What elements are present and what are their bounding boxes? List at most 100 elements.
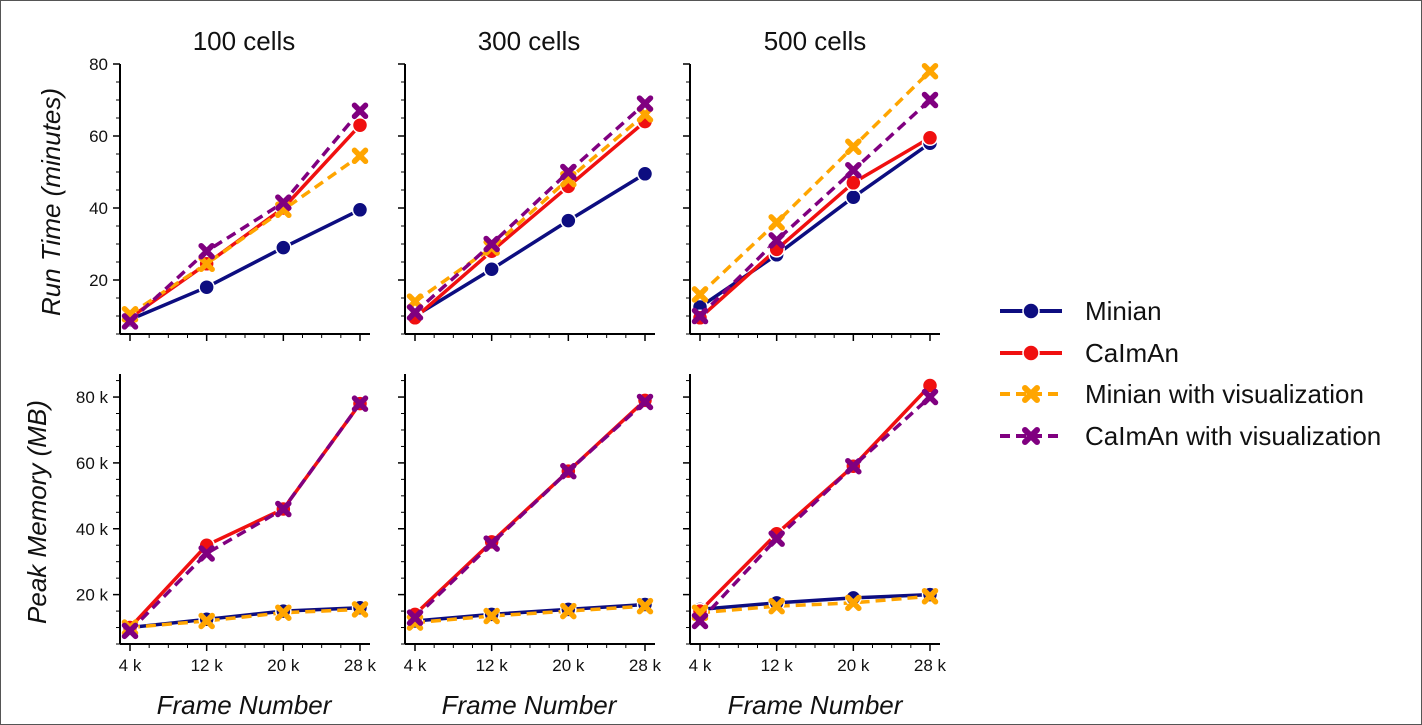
panel-6-point-caiman-with-visualization [768, 530, 785, 547]
panel-1-point-caiman-with-visualization [351, 102, 369, 120]
panel-1-point-minian [275, 239, 292, 256]
panel-2-point-caiman-with-visualization [560, 163, 577, 181]
panel-2-point-minian [560, 212, 577, 229]
panel-3-line-minian-with-visualization [698, 69, 932, 296]
column-title-3: 500 cells [764, 26, 867, 56]
panel-1-line-caiman [128, 124, 362, 320]
legend-label-minian: Minian [1085, 296, 1162, 326]
column-title-2: 300 cells [478, 26, 581, 56]
panel-4-point-caiman-with-visualization [121, 622, 139, 640]
legend-marker-caiman [1022, 344, 1040, 362]
panel-6-point-caiman-with-visualization [845, 457, 862, 475]
panel-4: 20 k 40 k 60 k 80 k 4 k 12 k 20 k 28 k [76, 374, 377, 675]
panel-4-ytick-label: 40 k [76, 520, 109, 539]
panel-5-line-minian-with-visualization [414, 604, 646, 625]
panel-6-line-caiman [698, 384, 932, 613]
panel-6-xtick-label: 28 k [914, 656, 947, 675]
panel-4-xtick-label: 20 k [267, 656, 300, 675]
panel-6-line-caiman-with-visualization [698, 395, 932, 623]
panel-2-point-minian [483, 260, 500, 278]
panel-6-point-caiman-with-visualization [691, 612, 709, 630]
legend-item-minian: Minian [1000, 296, 1162, 326]
panel-1-ytick-label: 60 [89, 127, 108, 146]
panel-3-point-caiman-with-visualization [768, 232, 785, 249]
legend-item-caiman-visualization: CaImAn with visualization [1000, 421, 1381, 451]
panel-5-point-caiman-with-visualization [560, 462, 577, 480]
panel-6-point-minian-with-visualization [845, 594, 862, 612]
panel-3-point-caiman [845, 174, 862, 192]
panel-3-point-minian-with-visualization [691, 286, 709, 303]
panel-2-point-caiman-with-visualization [483, 235, 500, 253]
legend-item-caiman: CaImAn [1000, 338, 1179, 368]
panel-6-point-caiman-with-visualization [921, 388, 939, 406]
ylabel-peak-memory: Peak Memory (MB) [22, 400, 52, 624]
panel-1-point-caiman [351, 116, 369, 134]
panel-1-point-minian-with-visualization [198, 255, 215, 273]
panel-1-line-minian-with-visualization [129, 154, 362, 316]
panel-5-xtick-label: 12 k [476, 656, 509, 675]
panel-5-point-caiman-with-visualization [483, 535, 500, 552]
panel-1-point-caiman-with-visualization [121, 313, 139, 330]
panel-6-point-minian-with-visualization [921, 588, 939, 605]
panel-2-line-minian [414, 172, 646, 318]
panel-6-xtick-label: 4 k [689, 656, 712, 675]
legend-marker-minian [1022, 302, 1040, 320]
legend-label-caiman: CaImAn [1085, 338, 1179, 368]
panel-5-point-minian-with-visualization [483, 607, 500, 625]
panel-5-point-minian-with-visualization [636, 597, 654, 615]
panel-2-line-caiman [413, 120, 647, 320]
panel-5-line-caiman-with-visualization [413, 400, 647, 619]
legend-marker-minian-visualization [1022, 385, 1040, 403]
panel-6-point-caiman [921, 377, 939, 394]
panel-3-point-minian-with-visualization [768, 214, 785, 231]
panel-3-point-caiman [921, 129, 939, 147]
panel-4-point-caiman-with-visualization [198, 545, 215, 562]
panel-5-point-minian-with-visualization [560, 602, 577, 620]
panel-4-ytick-label: 60 k [76, 454, 109, 473]
panel-3-point-minian [845, 188, 862, 206]
panel-2-point-caiman-with-visualization [406, 304, 424, 321]
panel-6-line-minian-with-visualization [699, 594, 931, 615]
panel-4-line-caiman-with-visualization [128, 402, 362, 633]
xlabel-frame-number-3: Frame Number [728, 690, 904, 720]
panel-3-point-minian-with-visualization [845, 138, 862, 156]
panel-5-point-caiman-with-visualization [636, 393, 654, 411]
panel-3-point-caiman-with-visualization [845, 161, 862, 179]
panel-3 [683, 62, 940, 341]
panel-6-xtick-label: 12 k [761, 656, 794, 675]
panel-5-xtick-label: 20 k [552, 656, 585, 675]
legend-label-minian-visualization: Minian with visualization [1085, 379, 1364, 409]
panel-4-point-caiman-with-visualization [351, 395, 369, 412]
panel-4-xtick-label: 12 k [191, 656, 224, 675]
panel-3-line-minian [699, 141, 932, 309]
panel-1-ytick-label: 20 [89, 271, 108, 290]
panel-1-point-minian-with-visualization [351, 147, 369, 165]
panel-1-line-minian [129, 208, 361, 322]
panel-4-ytick-label: 80 k [76, 388, 109, 407]
column-title-1: 100 cells [193, 26, 296, 56]
panel-4-xtick-label: 4 k [119, 656, 142, 675]
panel-4-xtick-label: 28 k [344, 656, 377, 675]
legend-marker-caiman-visualization [1022, 427, 1040, 445]
panel-1-point-caiman-with-visualization [275, 194, 292, 211]
panel-2 [398, 63, 655, 341]
panel-3-point-caiman-with-visualization [921, 91, 939, 109]
panel-2-line-minian-with-visualization [413, 113, 647, 304]
panel-1-point-caiman-with-visualization [198, 242, 215, 260]
panel-1-ytick-label: 40 [89, 199, 108, 218]
xlabel-frame-number-2: Frame Number [442, 690, 618, 720]
panel-1-line-caiman-with-visualization [128, 109, 362, 323]
panel-1: 20 40 60 80 [89, 55, 370, 341]
panel-5-xtick-label: 28 k [629, 656, 662, 675]
panel-4-point-minian-with-visualization [351, 601, 369, 618]
legend-item-minian-visualization: Minian with visualization [1000, 379, 1364, 409]
panel-1-point-minian [351, 201, 369, 219]
panel-4-point-minian-with-visualization [198, 612, 215, 630]
panel-5-xtick-label: 4 k [404, 656, 427, 675]
panel-1-point-minian [198, 278, 215, 296]
panel-3-point-minian-with-visualization [921, 62, 939, 80]
panel-4-point-minian-with-visualization [275, 604, 292, 621]
